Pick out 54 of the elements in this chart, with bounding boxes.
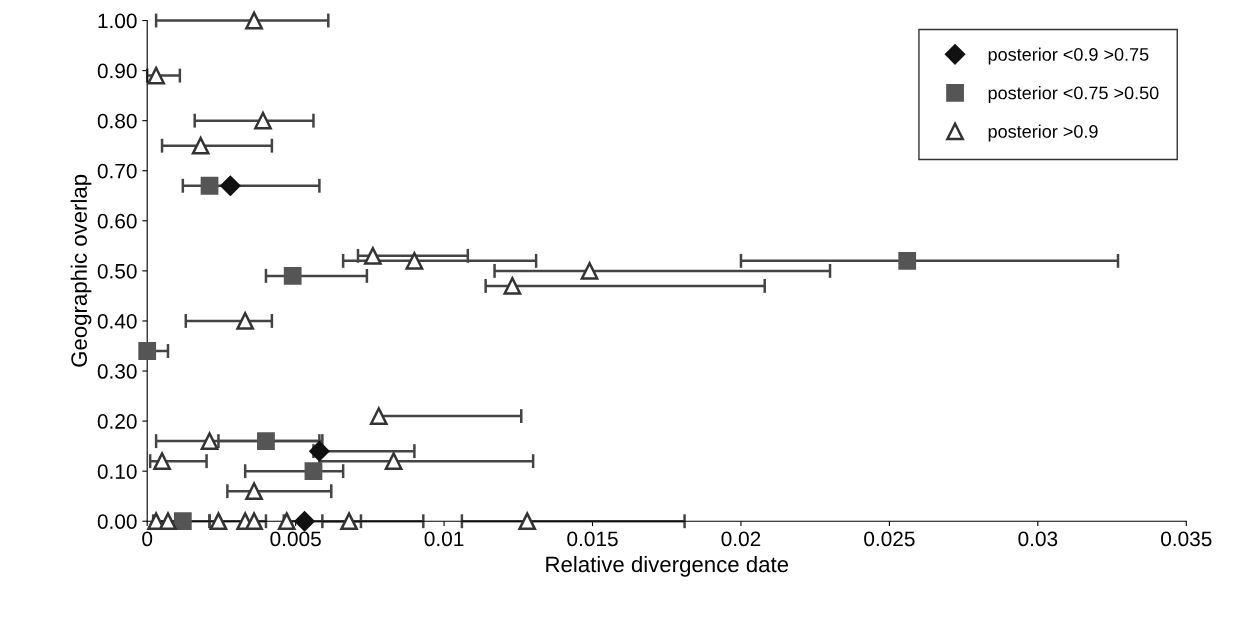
point	[153, 452, 171, 471]
point	[220, 175, 241, 196]
point	[200, 176, 219, 195]
point	[147, 66, 165, 85]
point	[159, 512, 177, 531]
y-tick-label: 0.00	[97, 514, 137, 529]
legend-label: posterior <0.75 >0.50	[988, 86, 1159, 103]
legend-label: posterior >0.9	[988, 124, 1098, 142]
point	[245, 11, 263, 30]
y-tick-label: 0.30	[97, 364, 137, 379]
point	[236, 312, 255, 330]
y-tick-label: 0.70	[97, 163, 137, 179]
point	[405, 251, 424, 270]
point	[580, 261, 599, 280]
x-tick-label: 0.03	[1018, 531, 1058, 547]
point	[283, 267, 302, 285]
point	[384, 452, 403, 471]
point	[200, 432, 219, 451]
point	[277, 512, 296, 531]
legend-label: posterior <0.9 >0.75	[988, 47, 1149, 65]
x-tick-label: 0.01	[424, 531, 464, 547]
y-axis-title: Geographic overlap	[70, 174, 92, 367]
y-tick-label: 0.90	[97, 63, 137, 79]
x-tick-label: 0	[142, 531, 153, 547]
y-tick-label: 0.50	[97, 263, 137, 279]
point	[503, 277, 522, 295]
x-tick-label: 0.025	[864, 531, 915, 547]
y-tick-label: 0.80	[97, 113, 137, 129]
point	[518, 512, 537, 531]
point	[245, 482, 263, 501]
y-tick-label: 1.00	[98, 13, 137, 29]
point	[245, 512, 263, 531]
point	[257, 432, 275, 451]
x-tick-label: 0.035	[1161, 531, 1212, 547]
point	[173, 512, 192, 531]
point	[138, 342, 157, 360]
point	[309, 441, 330, 462]
y-tick-label: 0.40	[97, 313, 137, 329]
point	[363, 246, 382, 265]
y-tick-label: 0.20	[97, 414, 137, 429]
x-tick-label: 0.005	[270, 531, 321, 547]
point	[209, 512, 228, 531]
x-tick-label: 0.02	[721, 531, 761, 547]
point	[304, 462, 323, 481]
y-tick-label: 0.10	[97, 464, 137, 479]
point	[340, 512, 358, 531]
y-tick-label: 0.60	[97, 213, 137, 229]
point	[191, 136, 210, 155]
point	[294, 511, 315, 532]
point	[369, 407, 388, 425]
point	[254, 111, 272, 130]
x-tick-label: 0.015	[567, 531, 618, 547]
point	[898, 251, 917, 270]
x-axis-title: Relative divergence date	[546, 555, 789, 577]
